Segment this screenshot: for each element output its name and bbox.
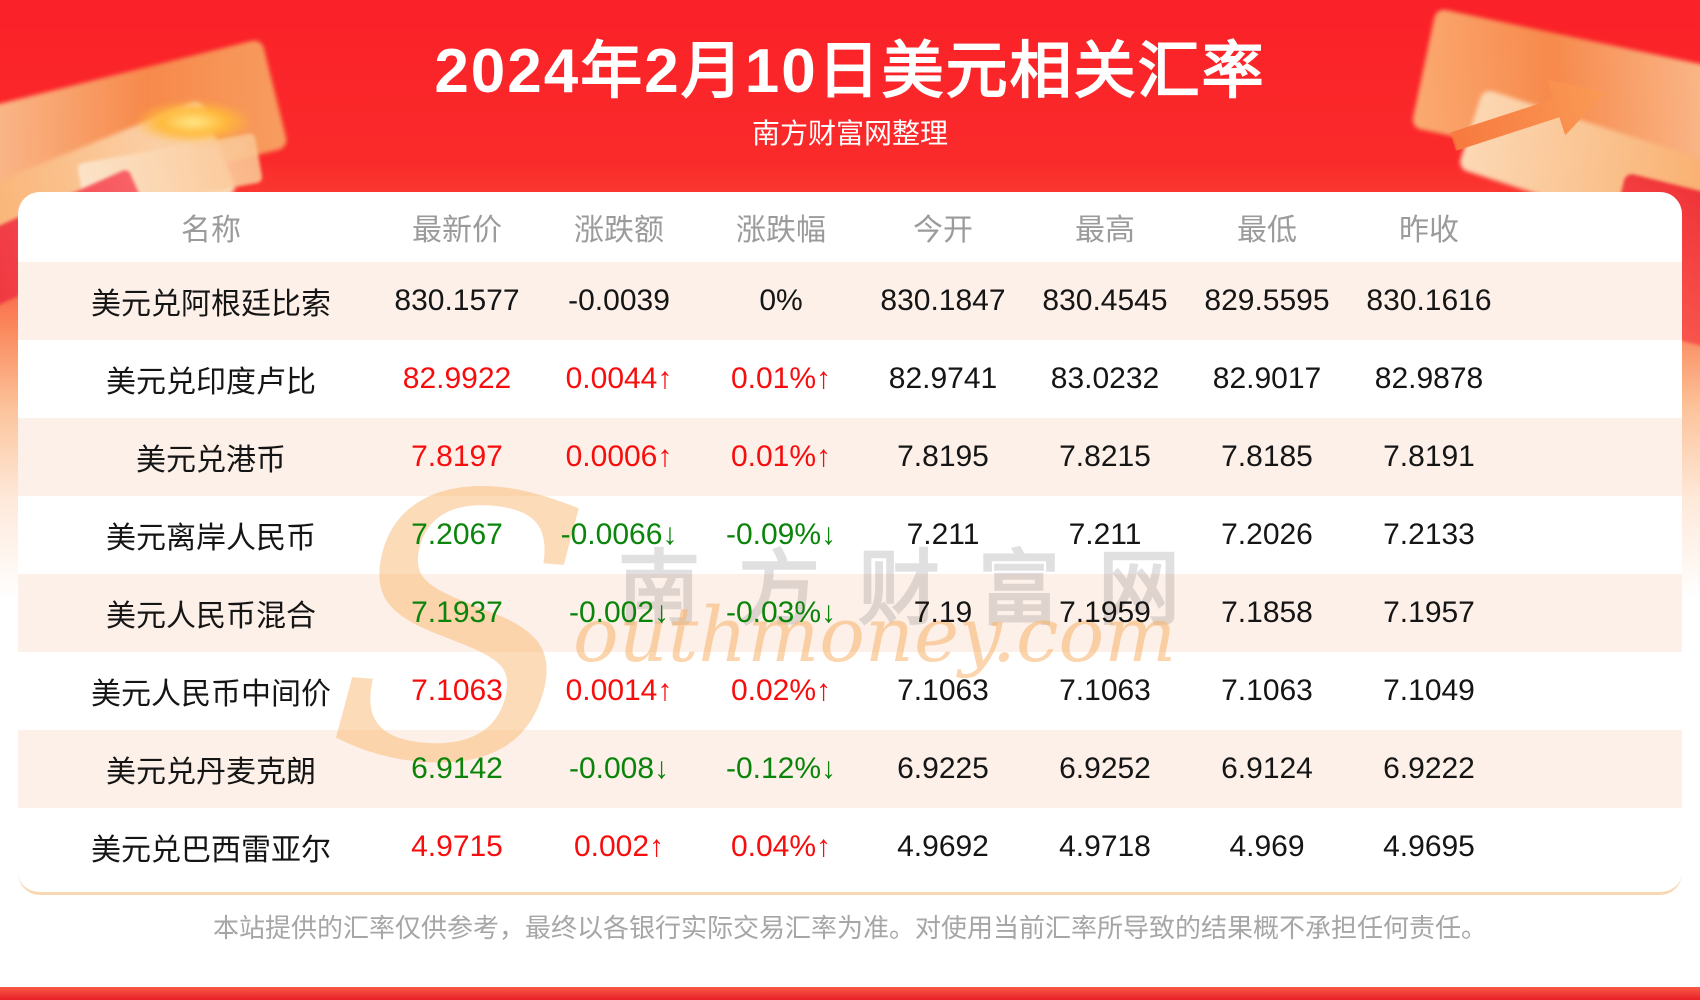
- change-percent: 0.02%↑: [730, 674, 832, 707]
- high-price: 4.9718: [1059, 830, 1151, 863]
- col-header-prev-close: 昨收: [1399, 214, 1459, 247]
- low-price: 4.969: [1229, 830, 1305, 863]
- disclaimer-text: 本站提供的汇率仅供参考，最终以各银行实际交易汇率为准。对使用当前汇率所导致的结果…: [212, 913, 1487, 943]
- open-price: 7.211: [906, 518, 980, 551]
- prev-close-price: 82.9878: [1374, 362, 1484, 395]
- open-price: 82.9741: [888, 362, 998, 395]
- high-price: 7.1063: [1059, 674, 1151, 707]
- low-price: 82.9017: [1212, 362, 1322, 395]
- page-title: 2024年2月10日美元相关汇率: [434, 37, 1266, 106]
- table-row: 美元人民币混合 7.1937 -0.002↓ -0.03%↓ 7.19 7.19…: [18, 574, 1682, 652]
- pair-name: 美元人民币中间价: [91, 678, 331, 711]
- latest-price: 7.8197: [411, 440, 503, 473]
- latest-price: 7.1063: [411, 674, 503, 707]
- change-amount: -0.0066↓: [560, 518, 678, 551]
- change-percent: 0.01%↑: [730, 362, 832, 395]
- table-row: 美元兑巴西雷亚尔 4.9715 0.002↑ 0.04%↑ 4.9692 4.9…: [18, 808, 1682, 886]
- col-header-latest: 最新价: [412, 214, 502, 247]
- latest-price: 830.1577: [394, 284, 520, 317]
- col-header-low: 最低: [1237, 214, 1297, 247]
- pair-name: 美元离岸人民币: [106, 522, 316, 555]
- col-header-high: 最高: [1075, 214, 1135, 247]
- col-header-change-pct: 涨跌幅: [736, 214, 826, 247]
- col-header-change: 涨跌额: [574, 214, 664, 247]
- prev-close-price: 830.1616: [1366, 284, 1492, 317]
- col-header-open: 今开: [913, 214, 973, 247]
- change-amount: -0.008↓: [568, 752, 670, 785]
- pair-name: 美元兑港币: [136, 444, 286, 477]
- change-amount: 0.0014↑: [565, 674, 673, 707]
- low-price: 7.1063: [1221, 674, 1313, 707]
- change-amount: -0.0039: [568, 284, 670, 317]
- open-price: 7.8195: [897, 440, 989, 473]
- high-price: 7.211: [1068, 518, 1142, 551]
- latest-price: 82.9922: [402, 362, 512, 395]
- low-price: 6.9124: [1221, 752, 1313, 785]
- low-price: 7.2026: [1221, 518, 1313, 551]
- high-price: 830.4545: [1042, 284, 1168, 317]
- change-amount: -0.002↓: [568, 596, 670, 629]
- pair-name: 美元兑印度卢比: [106, 366, 316, 399]
- change-percent: 0.01%↑: [730, 440, 832, 473]
- pair-name: 美元兑阿根廷比索: [91, 288, 331, 321]
- high-price: 7.8215: [1059, 440, 1151, 473]
- low-price: 7.8185: [1221, 440, 1313, 473]
- change-percent: 0%: [759, 284, 803, 317]
- table-row: 美元兑印度卢比 82.9922 0.0044↑ 0.01%↑ 82.9741 8…: [18, 340, 1682, 418]
- change-percent: 0.04%↑: [730, 830, 832, 863]
- low-price: 829.5595: [1204, 284, 1330, 317]
- pair-name: 美元人民币混合: [106, 600, 316, 633]
- prev-close-price: 7.1049: [1383, 674, 1475, 707]
- low-price: 7.1858: [1221, 596, 1313, 629]
- high-price: 83.0232: [1050, 362, 1160, 395]
- latest-price: 7.1937: [411, 596, 503, 629]
- open-price: 7.1063: [897, 674, 989, 707]
- prev-close-price: 7.8191: [1383, 440, 1475, 473]
- table-row: 美元离岸人民币 7.2067 -0.0066↓ -0.09%↓ 7.211 7.…: [18, 496, 1682, 574]
- latest-price: 4.9715: [411, 830, 503, 863]
- latest-price: 6.9142: [411, 752, 503, 785]
- change-amount: 0.0044↑: [565, 362, 673, 395]
- change-amount: 0.002↑: [573, 830, 665, 863]
- col-header-name: 名称: [181, 214, 241, 247]
- bottom-red-bar: [0, 987, 1700, 1000]
- prev-close-price: 7.1957: [1383, 596, 1475, 629]
- table-row: 美元人民币中间价 7.1063 0.0014↑ 0.02%↑ 7.1063 7.…: [18, 652, 1682, 730]
- change-amount: 0.0006↑: [565, 440, 673, 473]
- table-header-row: 名称 最新价 涨跌额 涨跌幅 今开 最高 最低 昨收: [18, 192, 1682, 262]
- pair-name: 美元兑巴西雷亚尔: [91, 834, 331, 867]
- table-row: 美元兑阿根廷比索 830.1577 -0.0039 0% 830.1847 83…: [18, 262, 1682, 340]
- open-price: 7.19: [913, 596, 973, 629]
- change-percent: -0.03%↓: [725, 596, 837, 629]
- prev-close-price: 4.9695: [1383, 830, 1475, 863]
- open-price: 6.9225: [897, 752, 989, 785]
- prev-close-price: 7.2133: [1383, 518, 1475, 551]
- change-percent: -0.12%↓: [725, 752, 837, 785]
- open-price: 4.9692: [897, 830, 989, 863]
- table-row: 美元兑港币 7.8197 0.0006↑ 0.01%↑ 7.8195 7.821…: [18, 418, 1682, 496]
- rates-table-card: S 南方财富网 outhmoney.com 名称 最新价 涨跌额 涨跌幅 今开 …: [18, 192, 1682, 895]
- pair-name: 美元兑丹麦克朗: [106, 756, 316, 789]
- open-price: 830.1847: [880, 284, 1006, 317]
- change-percent: -0.09%↓: [725, 518, 837, 551]
- high-price: 7.1959: [1059, 596, 1151, 629]
- table-row: 美元兑丹麦克朗 6.9142 -0.008↓ -0.12%↓ 6.9225 6.…: [18, 730, 1682, 808]
- page-subtitle: 南方财富网整理: [751, 118, 948, 149]
- high-price: 6.9252: [1059, 752, 1151, 785]
- latest-price: 7.2067: [411, 518, 503, 551]
- prev-close-price: 6.9222: [1383, 752, 1475, 785]
